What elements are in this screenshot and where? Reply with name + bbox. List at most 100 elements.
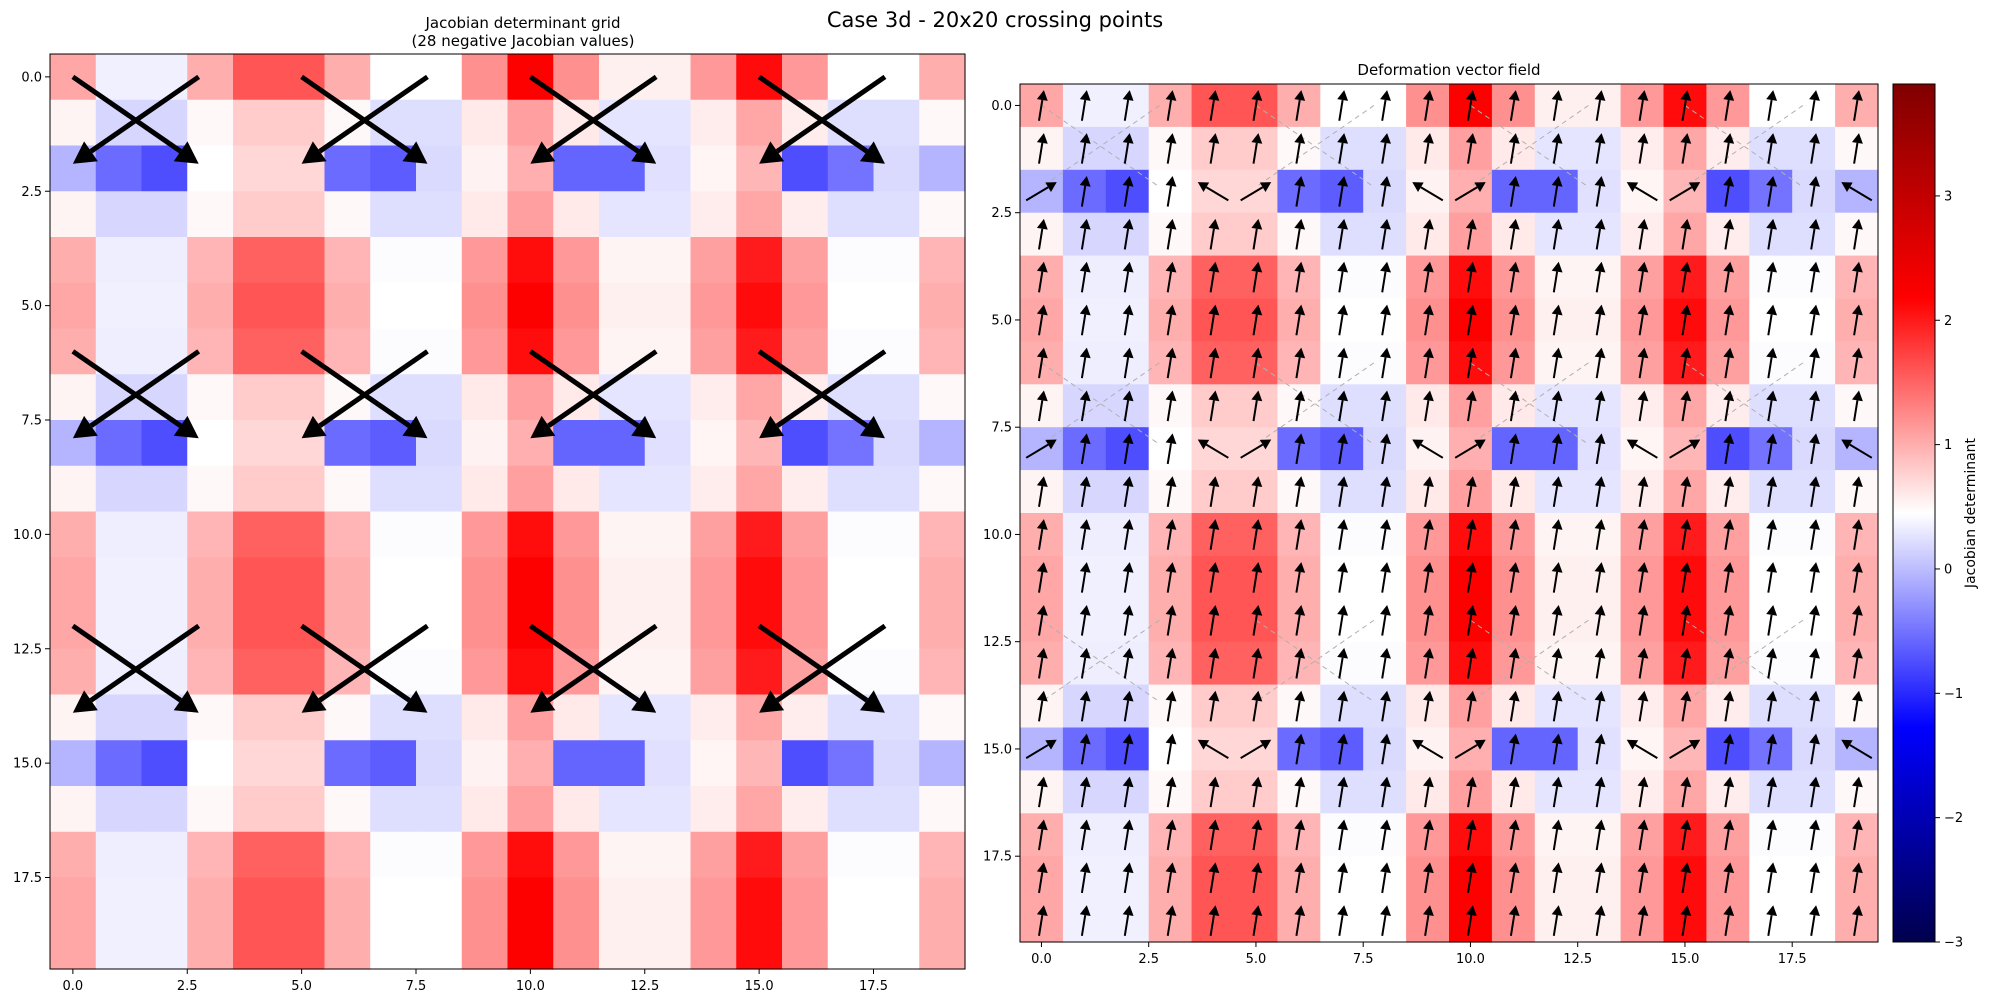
quiver-arrow xyxy=(1165,905,1177,936)
jacobian-cell xyxy=(187,831,234,879)
vector-field-xtick-label: 10.0 xyxy=(1456,952,1485,967)
jacobian-cell xyxy=(187,694,234,741)
quiver-arrow xyxy=(1551,261,1563,293)
crossing-arrow xyxy=(759,74,887,164)
quiver-arrow xyxy=(1508,218,1520,250)
colorbar-tick-label: −2 xyxy=(1944,811,1963,826)
quiver-arrow xyxy=(1208,604,1220,636)
quiver-arrow xyxy=(1723,905,1735,936)
crossing-guide-lines xyxy=(1041,105,1804,703)
quiver-arrow xyxy=(1766,175,1778,207)
quiver-arrow xyxy=(1851,519,1863,550)
quiver-arrow xyxy=(1551,905,1563,936)
quiver-arrow xyxy=(1766,690,1778,722)
quiver-arrow xyxy=(1079,175,1091,207)
jacobian-cell xyxy=(324,54,371,101)
jacobian-cell xyxy=(644,99,692,147)
jacobian-cell xyxy=(461,877,509,924)
jacobian-cell xyxy=(919,786,966,833)
quiver-arrow xyxy=(1036,476,1048,507)
quiver-arrow xyxy=(1337,733,1349,765)
quiver-arrow xyxy=(1380,733,1391,765)
jacobian-cell xyxy=(690,786,737,833)
jacobian-cell xyxy=(95,54,143,101)
jacobian-cell xyxy=(187,511,234,558)
quiver-arrow xyxy=(1251,347,1263,379)
jacobian-cell xyxy=(416,831,463,879)
quiver-arrow xyxy=(1841,739,1873,759)
crossing-arrow xyxy=(71,349,199,439)
quiver-arrow xyxy=(1422,647,1434,679)
jacobian-cell xyxy=(873,99,920,147)
quiver-arrow xyxy=(1809,519,1820,550)
jacobian-cell xyxy=(141,923,188,970)
quiver-arrow xyxy=(1766,90,1778,121)
jacobian-cell xyxy=(919,694,966,741)
jacobian-cell xyxy=(187,282,234,330)
crossing-arrow xyxy=(530,349,658,439)
quiver-arrow xyxy=(1723,519,1735,550)
quiver-arrow xyxy=(1208,819,1220,851)
crossing-guide-line xyxy=(1470,105,1589,188)
jacobian-ytick-label: 15.0 xyxy=(13,757,42,772)
jacobian-cell xyxy=(50,465,97,513)
jacobian-cell xyxy=(507,511,554,558)
jacobian-cell xyxy=(644,740,692,787)
jacobian-cell xyxy=(736,923,783,970)
quiver-arrow xyxy=(1851,304,1863,336)
jacobian-xtick-label: 10.0 xyxy=(516,979,545,994)
quiver-arrow xyxy=(1337,390,1349,422)
jacobian-cell xyxy=(50,831,97,879)
quiver-arrow xyxy=(1594,819,1606,851)
quiver-arrow xyxy=(1079,690,1091,722)
quiver-arrow xyxy=(1809,433,1820,465)
quiver-arrow xyxy=(1766,133,1778,164)
quiver-arrow xyxy=(1294,519,1306,550)
quiver-arrow xyxy=(1851,562,1863,593)
jacobian-cell xyxy=(416,786,463,833)
quiver-arrow xyxy=(1208,90,1220,121)
jacobian-cell xyxy=(782,831,829,879)
quiver-arrow xyxy=(1122,90,1134,121)
quiver-arrow xyxy=(1294,90,1306,121)
jacobian-xtick-label: 0.0 xyxy=(63,979,84,994)
jacobian-cell xyxy=(324,465,371,513)
quiver-arrow xyxy=(1294,862,1306,894)
jacobian-ytick-label: 5.0 xyxy=(21,299,42,314)
quiver-arrow xyxy=(1637,647,1649,679)
quiver-arrow xyxy=(1208,347,1220,379)
jacobian-cell xyxy=(50,557,97,604)
jacobian-cell xyxy=(507,877,554,924)
quiver-arrow xyxy=(1465,133,1477,164)
crossing-arrow xyxy=(300,349,428,439)
quiver-arrow xyxy=(1079,433,1091,465)
quiver-arrow xyxy=(1851,776,1863,808)
crossing-arrow xyxy=(759,349,887,439)
quiver-arrow xyxy=(1508,647,1520,679)
jacobian-cell xyxy=(873,282,920,330)
quiver-arrow xyxy=(1465,304,1477,336)
quiver-arrow xyxy=(1422,562,1434,593)
quiver-arrow xyxy=(1851,905,1863,936)
quiver-arrow xyxy=(1337,862,1349,894)
jacobian-cell xyxy=(233,694,280,741)
jacobian-cell xyxy=(599,831,646,879)
jacobian-cell xyxy=(233,603,280,650)
quiver-arrow xyxy=(1294,690,1306,722)
quiver-arrow xyxy=(1208,304,1220,336)
quiver-arrow xyxy=(1036,347,1048,379)
crossing-arrow xyxy=(757,623,885,713)
quiver-arrow xyxy=(1337,261,1349,293)
jacobian-cell xyxy=(599,740,646,787)
jacobian-cell xyxy=(599,282,646,330)
quiver-arrow xyxy=(1809,390,1820,422)
jacobian-cell xyxy=(141,282,188,330)
quiver-arrow xyxy=(1294,304,1306,336)
quiver-arrow xyxy=(1551,604,1563,636)
jacobian-cell xyxy=(553,282,600,330)
crossing-arrow xyxy=(72,74,201,164)
quiver-arrow xyxy=(1851,390,1863,422)
crossing-arrow xyxy=(759,623,887,713)
quiver-arrow xyxy=(1626,439,1658,459)
jacobian-cell xyxy=(324,740,371,787)
